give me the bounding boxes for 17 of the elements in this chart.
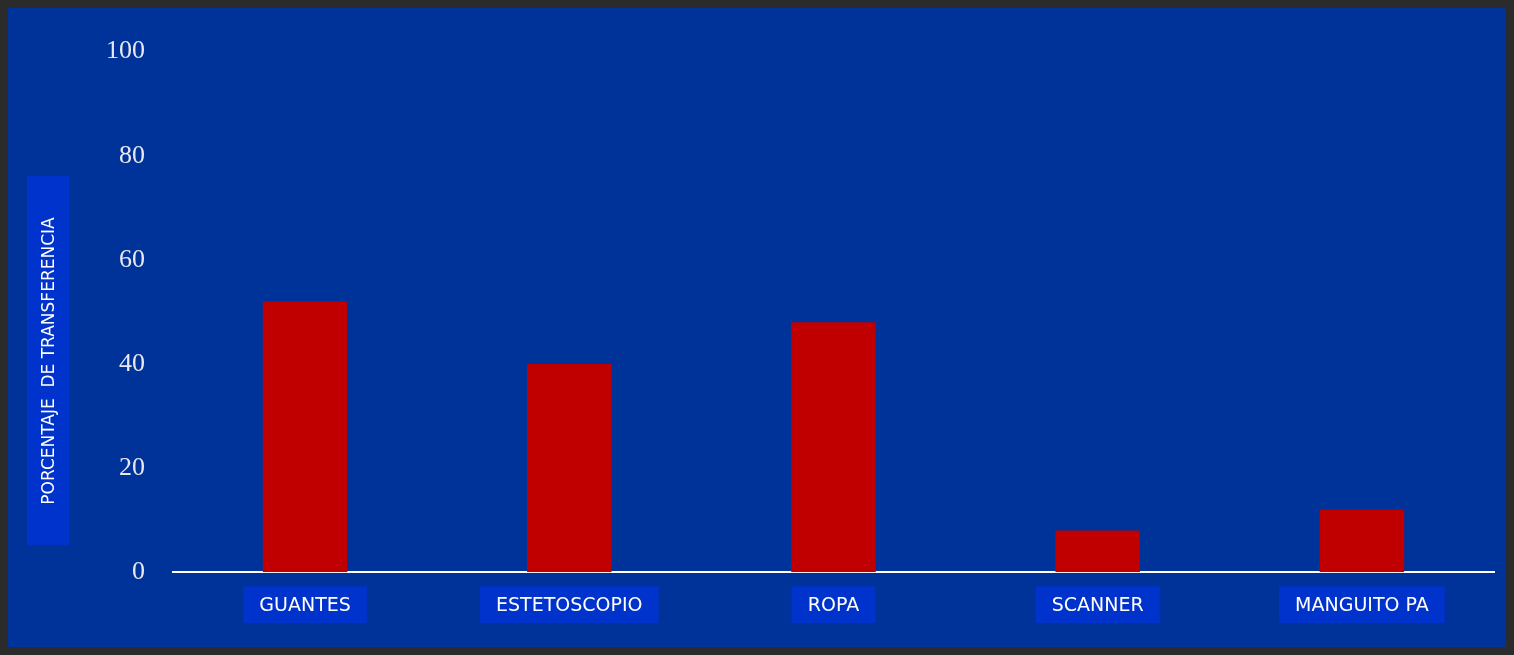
bar (527, 363, 612, 573)
y-tick-label: 100 (106, 35, 145, 65)
bar (1055, 530, 1140, 573)
y-tick-label: 20 (119, 451, 145, 481)
y-tick-label: 40 (119, 347, 145, 377)
y-axis-title: PORCENTAJE DE TRANSFERENCIA (38, 216, 58, 505)
bar (262, 301, 348, 573)
bar (791, 322, 876, 573)
x-tick-label: GUANTES (259, 592, 351, 615)
x-tick-label: ROPA (807, 592, 860, 615)
bar (1319, 509, 1405, 573)
x-tick-label: SCANNER (1051, 592, 1144, 615)
x-tick-label: ESTETOSCOPIO (496, 592, 643, 615)
y-tick-label: 80 (119, 139, 145, 169)
x-tick-label: MANGUITO PA (1295, 592, 1429, 615)
y-tick-label: 0 (132, 556, 145, 586)
y-tick-label: 60 (119, 243, 145, 273)
